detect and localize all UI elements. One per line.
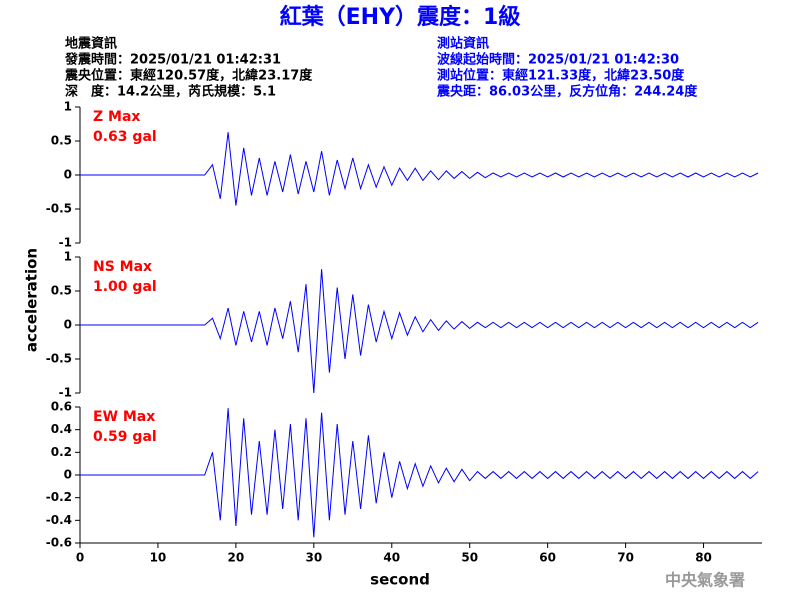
y-tick-label: -0.5: [46, 352, 72, 366]
y-tick-label: 0.4: [51, 422, 72, 436]
y-tick-label: 0.6: [51, 400, 72, 414]
max-annotation: Z Max: [93, 109, 140, 125]
y-tick-label: -1: [59, 386, 72, 400]
x-tick-label: 70: [617, 551, 634, 565]
info-text: 發震時間：2025/01/21 01:42:31: [64, 52, 281, 68]
chart-title: 紅葉（EHY）震度：1級: [280, 4, 521, 30]
max-annotation: 0.63 gal: [93, 129, 157, 145]
x-tick-label: 60: [539, 551, 556, 565]
info-text: 地震資訊: [65, 36, 117, 52]
waveform: [80, 269, 759, 394]
waveform: [80, 132, 759, 206]
footer: 中央氣象署: [665, 571, 745, 590]
max-annotation: EW Max: [93, 409, 155, 425]
info-text: 測站位置：東經121.33度，北緯23.50度: [437, 68, 685, 84]
info-text: 波線起始時間：2025/01/21 01:42:30: [437, 52, 679, 68]
y-tick-label: -0.4: [46, 513, 72, 527]
y-axis-label: acceleration: [23, 248, 41, 352]
max-annotation: 0.59 gal: [93, 429, 157, 445]
x-tick-label: 80: [695, 551, 712, 565]
x-tick-label: 40: [383, 551, 400, 565]
x-tick-label: 30: [305, 551, 322, 565]
y-tick-label: -0.6: [46, 536, 72, 550]
x-tick-label: 20: [228, 551, 245, 565]
y-tick-label: 1: [64, 100, 72, 114]
x-tick-label: 0: [76, 551, 84, 565]
info-text: 震央距：86.03公里，反方位角：244.24度: [436, 84, 698, 100]
y-tick-label: -0.2: [46, 490, 72, 504]
x-axis-label: second: [370, 571, 430, 589]
y-tick-label: 0: [64, 318, 72, 332]
y-tick-label: -0.5: [46, 202, 72, 216]
y-tick-label: 0: [64, 468, 72, 482]
y-tick-label: 0.5: [51, 284, 72, 298]
x-tick-label: 50: [461, 551, 478, 565]
info-text: 震央位置：東經120.57度，北緯23.17度: [64, 68, 313, 84]
y-tick-label: 0.5: [51, 134, 72, 148]
y-tick-label: 0: [64, 168, 72, 182]
y-tick-label: -1: [59, 236, 72, 250]
y-tick-label: 1: [64, 250, 72, 264]
max-annotation: NS Max: [93, 259, 152, 275]
max-annotation: 1.00 gal: [93, 279, 157, 295]
x-tick-label: 10: [150, 551, 167, 565]
waveform: [80, 408, 759, 538]
info-text: 測站資訊: [437, 36, 489, 52]
y-tick-label: 0.2: [51, 445, 72, 459]
info-text: 深 度：14.2公里，芮氏規模：5.1: [65, 84, 276, 100]
